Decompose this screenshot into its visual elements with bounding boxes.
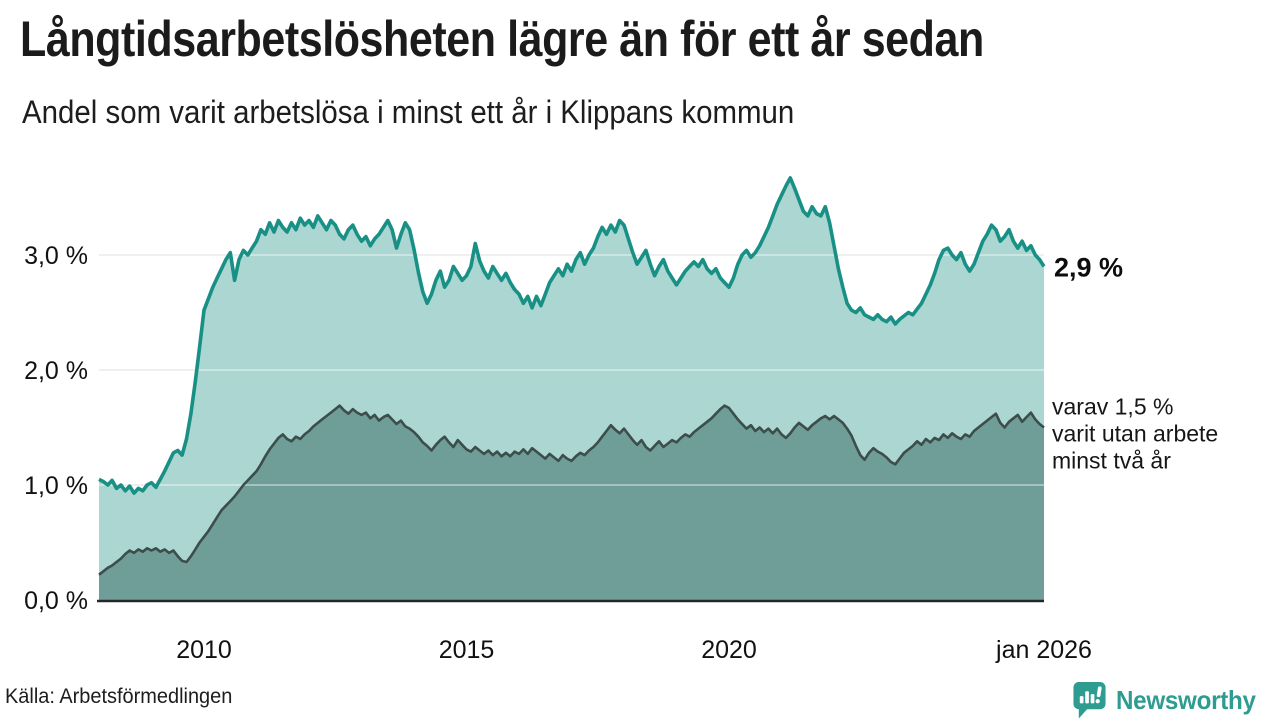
logo-exclamation bbox=[1095, 686, 1102, 704]
subset-annotation-line: varav 1,5 % bbox=[1052, 394, 1173, 420]
logo-bar-2 bbox=[1085, 691, 1089, 704]
newsworthy-logo: Newsworthy bbox=[1072, 680, 1266, 720]
x-tick-label: 2010 bbox=[176, 636, 232, 664]
y-tick-label: 3,0 % bbox=[24, 242, 88, 270]
chart-title: Långtidsarbetslösheten lägre än för ett … bbox=[20, 11, 984, 67]
subset-annotation-line: varit utan arbete bbox=[1052, 421, 1218, 447]
y-tick-label: 1,0 % bbox=[24, 472, 88, 500]
y-tick-label: 2,0 % bbox=[24, 357, 88, 385]
logo-bar-1 bbox=[1079, 696, 1084, 704]
chart-subtitle: Andel som varit arbetslösa i minst ett å… bbox=[22, 94, 795, 130]
source-note: Källa: Arbetsförmedlingen bbox=[5, 685, 233, 708]
subset-annotation-line: minst två år bbox=[1052, 448, 1171, 474]
x-tick-label: 2020 bbox=[701, 636, 757, 664]
logo-bar-3 bbox=[1090, 694, 1095, 704]
line-total bbox=[98, 176, 1046, 495]
subset-annotation: varav 1,5 % varit utan arbete minst två år bbox=[1052, 394, 1218, 474]
newsworthy-logo-icon bbox=[1073, 682, 1106, 719]
line-subset bbox=[98, 404, 1045, 576]
x-tick-label: 2015 bbox=[439, 636, 495, 664]
y-tick-label: 0,0 % bbox=[24, 587, 88, 615]
newsworthy-logo-text: Newsworthy bbox=[1115, 684, 1256, 715]
x-tick-label: jan 2026 bbox=[995, 636, 1092, 664]
latest-value-label: 2,9 % bbox=[1054, 253, 1123, 283]
area-subset bbox=[99, 405, 1044, 600]
